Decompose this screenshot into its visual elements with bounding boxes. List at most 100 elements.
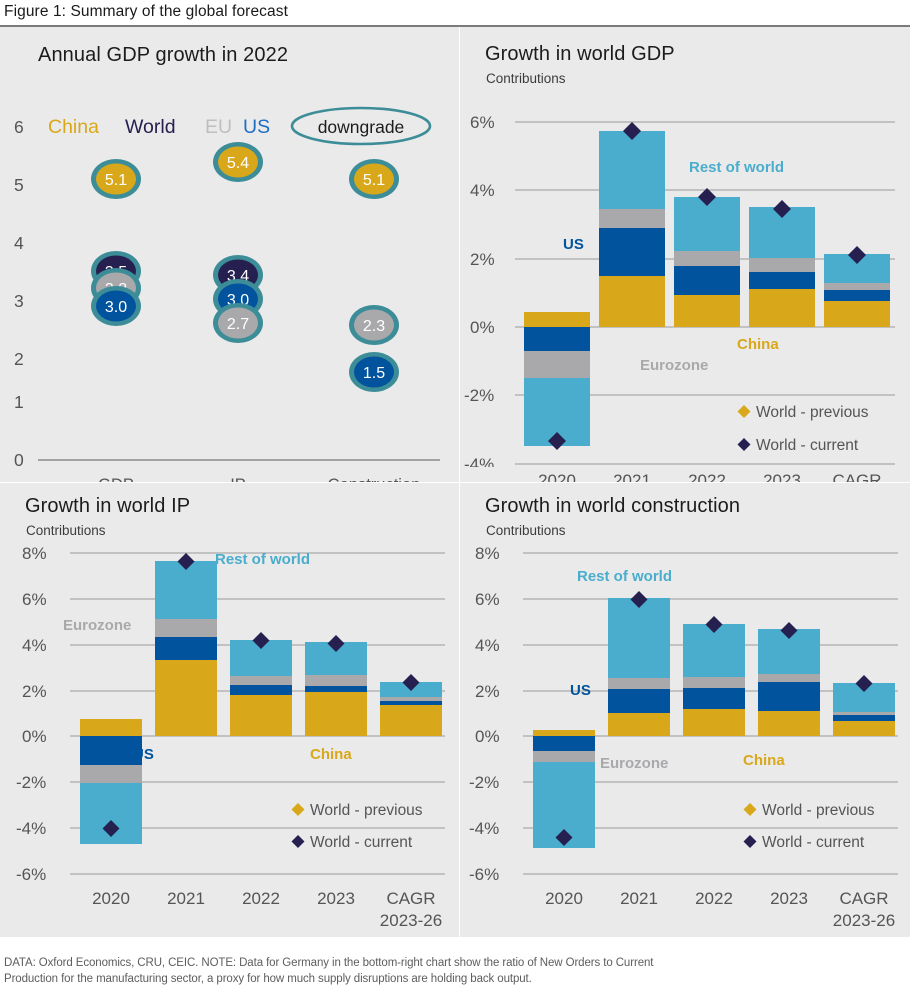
legend-label-previous: World - previous (762, 802, 875, 819)
segment-us (833, 715, 895, 721)
ytick-neg2pct: -2% (464, 386, 494, 405)
title-divider (0, 25, 910, 27)
bubble-construction-eu: 2.3 (349, 305, 399, 345)
xtick-2020: 2020 (92, 889, 130, 908)
key-us: US (243, 116, 270, 138)
bubble-construction-china: 5.1 (349, 159, 399, 199)
annotation-china: China (737, 336, 779, 353)
annotation-eurozone: Eurozone (63, 617, 131, 634)
segment-china (80, 719, 142, 736)
ytick-2pct: 2% (22, 682, 47, 701)
ytick-6pct: 6% (475, 590, 500, 609)
xtick-2022: 2022 (242, 889, 280, 908)
segment-china (524, 312, 590, 327)
segment-us (533, 736, 595, 751)
panel-growth-world-gdp: Growth in world GDP Contributions 6% 4% … (460, 27, 910, 482)
ytick-8pct: 8% (475, 544, 500, 563)
xtick-ip-label: IP (230, 476, 246, 482)
segment-china (599, 276, 665, 327)
xtick-cagr-line1: CAGR (386, 889, 435, 908)
segment-china (749, 289, 815, 327)
key-world: World (125, 116, 176, 138)
segment-eurozone (524, 351, 590, 378)
xtick-2023: 2023 (317, 889, 355, 908)
ytick-2: 2 (14, 349, 24, 369)
panel-growth-world-construction: Growth in world construction Contributio… (460, 483, 910, 937)
legend-world-previous: World - previous (291, 802, 423, 819)
ytick-neg4pct: -4% (16, 819, 46, 838)
segment-china (230, 695, 292, 736)
footnote-line-2: Production for the manufacturing sector,… (4, 973, 532, 985)
segment-us (758, 682, 820, 711)
annotation-china: China (743, 752, 785, 769)
downgrade-label: downgrade (318, 117, 405, 137)
segment-us (674, 266, 740, 295)
xtick-cagr-line2: 2023-26 (380, 911, 442, 930)
legend-world-previous: World - previous (737, 404, 869, 421)
annotation-rest-of-world: Rest of world (689, 159, 784, 176)
bubble-value: 5.1 (363, 172, 385, 189)
bar-2022 (230, 632, 292, 736)
ip-bar-chart-svg: 8% 6% 4% 2% 0% -2% -4% -6% (16, 544, 445, 930)
xtick-2023: 2023 (770, 889, 808, 908)
bar-2021 (599, 122, 665, 327)
legend-label-current: World - current (310, 834, 413, 851)
legend-marker-current (743, 835, 757, 848)
ytick-neg2pct: -2% (469, 773, 499, 792)
bubble-value: 5.4 (227, 155, 249, 172)
legend-label-previous: World - previous (756, 404, 869, 421)
legend-world-previous: World - previous (743, 802, 875, 819)
segment-eurozone (674, 251, 740, 266)
ytick-0: 0 (14, 450, 24, 470)
vertical-divider-bottom (459, 483, 460, 937)
segment-rest-of-world (155, 561, 217, 619)
segment-eurozone (305, 675, 367, 686)
segment-china (674, 295, 740, 327)
segment-us (824, 290, 890, 301)
ytick-neg4pct: -4% (469, 819, 499, 838)
figure-footnote: DATA: Oxford Economics, CRU, CEIC. NOTE:… (4, 955, 910, 987)
segment-us (230, 685, 292, 695)
segment-china (758, 711, 820, 736)
vertical-divider-top (459, 27, 460, 482)
gdp-xlabels: 2020 2021 2022 2023 CAGR 2023-26 (460, 467, 910, 482)
bar-cagr (824, 246, 890, 327)
segment-us (524, 327, 590, 351)
ytick-4pct: 4% (475, 636, 500, 655)
ytick-neg2pct: -2% (16, 773, 46, 792)
bubble-gdp-us: 3.0 (91, 286, 141, 326)
segment-rest-of-world (608, 598, 670, 678)
xtick-cagr-line1: CAGR (839, 889, 888, 908)
bar-2021 (608, 591, 670, 736)
gdp-bar-chart-svg: 6% 4% 2% 0% -2% -4% (464, 113, 895, 482)
marker-world-current (773, 200, 791, 218)
segment-eurozone (833, 712, 895, 715)
xtick-2021: 2021 (167, 889, 205, 908)
segment-china (833, 721, 895, 736)
marker-world-current (855, 675, 873, 692)
annotation-rest-of-world: Rest of world (215, 551, 310, 568)
marker-world-current (848, 246, 866, 264)
bar-2023 (305, 635, 367, 736)
segment-china (608, 713, 670, 736)
segment-china (155, 660, 217, 736)
ytick-5: 5 (14, 175, 24, 195)
bar-2022 (674, 188, 740, 327)
segment-us (305, 686, 367, 692)
marker-world-current (780, 622, 798, 639)
bubble-construction-us: 1.5 (349, 352, 399, 392)
bubble-value: 5.1 (105, 172, 127, 189)
legend-world-current: World - current (743, 834, 865, 851)
bar-2020 (80, 719, 142, 844)
footnote-line-1: DATA: Oxford Economics, CRU, CEIC. NOTE:… (4, 957, 654, 969)
ytick-0pct: 0% (475, 727, 500, 746)
panel-title-annual-gdp: Annual GDP growth in 2022 (38, 44, 289, 66)
segment-us (608, 689, 670, 713)
marker-world-current (252, 632, 270, 649)
panel-subtitle-world-gdp: Contributions (486, 71, 566, 86)
legend-label-previous: World - previous (310, 802, 423, 819)
segment-china (824, 301, 890, 327)
xtick-2021-label: 2021 (613, 471, 651, 482)
marker-world-current (177, 553, 195, 570)
xtick-construction-label: Construction (328, 476, 421, 482)
